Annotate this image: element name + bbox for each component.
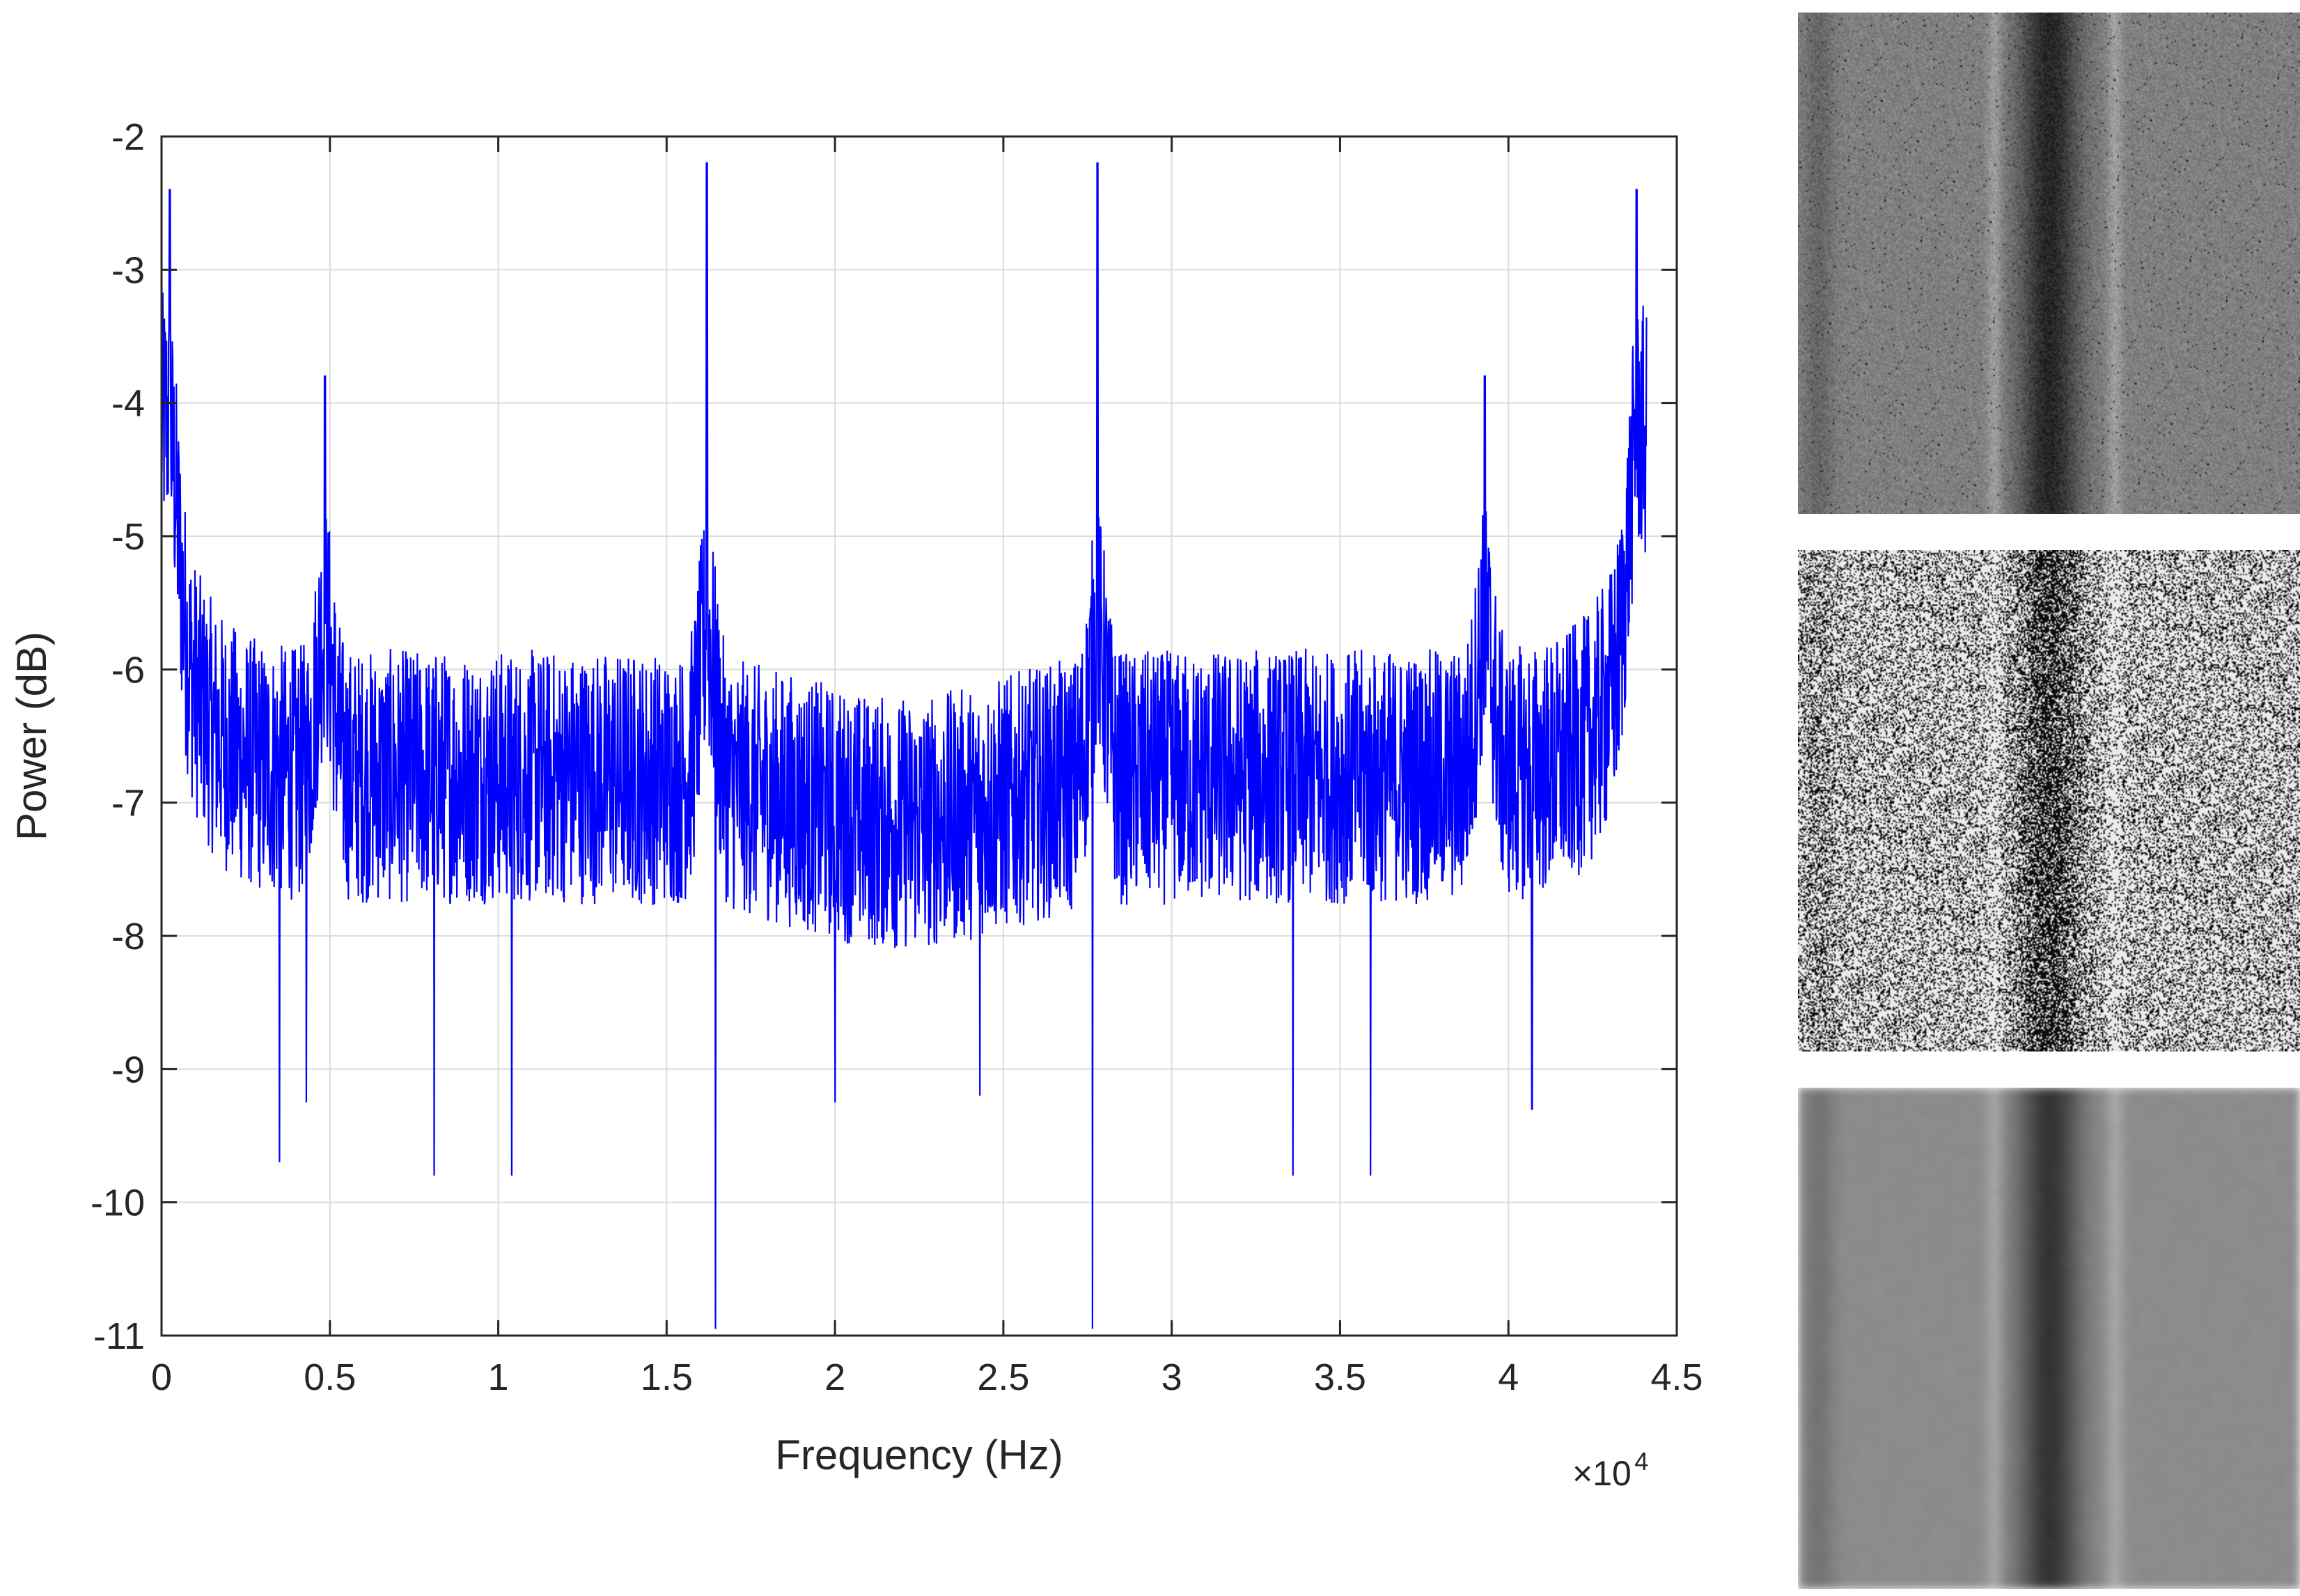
x-tick-label: 4	[1498, 1356, 1519, 1398]
y-tick-label: -6	[111, 649, 145, 691]
x-tick-label: 4.5	[1650, 1356, 1703, 1398]
y-axis-label: Power (dB)	[8, 632, 55, 840]
x-tick-label: 2	[824, 1356, 845, 1398]
spectrogram-panel-2	[1798, 550, 2300, 1051]
series-layer	[160, 162, 1648, 1329]
spectrum-series-line	[160, 162, 1648, 1329]
x-tick-label: 1.5	[641, 1356, 693, 1398]
y-tick-label: -5	[111, 516, 145, 558]
x-tick-label: 3	[1161, 1356, 1182, 1398]
x-axis-exponent-power: 4	[1634, 1447, 1648, 1476]
plot-area-frame	[160, 135, 1678, 1337]
y-tick-label: -10	[91, 1182, 145, 1224]
x-tick-label: 0	[151, 1356, 172, 1398]
x-axis-exponent: ×10 4	[1572, 1447, 1648, 1493]
power-spectrum-chart: 0 0.5 1 1.5 2 2.5 3 3.5 4 4.5 -2 -3 -4 -5 -6 -7 -8 -9 -10 -…	[8, 116, 1703, 1493]
tick-layer: 0 0.5 1 1.5 2 2.5 3 3.5 4 4.5 -2 -3 -4 -5 -6 -7 -8 -9 -10 -…	[91, 116, 1703, 1398]
x-tick-label: 1	[488, 1356, 509, 1398]
spectrogram-panel-3	[1798, 1088, 2300, 1589]
x-tick-label: 2.5	[977, 1356, 1029, 1398]
spectrogram-panel-1	[1798, 13, 2300, 514]
x-axis-exponent-base: ×10	[1572, 1454, 1632, 1493]
x-tick-label: 3.5	[1314, 1356, 1366, 1398]
y-tick-label: -11	[93, 1315, 145, 1357]
x-axis-label: Frequency (Hz)	[775, 1432, 1063, 1478]
x-tick-label: 0.5	[304, 1356, 356, 1398]
y-tick-label: -7	[111, 783, 145, 824]
y-tick-label: -8	[111, 916, 145, 957]
y-tick-label: -4	[111, 383, 145, 425]
y-tick-label: -9	[111, 1049, 145, 1090]
y-tick-label: -2	[111, 116, 145, 158]
y-tick-label: -3	[111, 249, 145, 291]
